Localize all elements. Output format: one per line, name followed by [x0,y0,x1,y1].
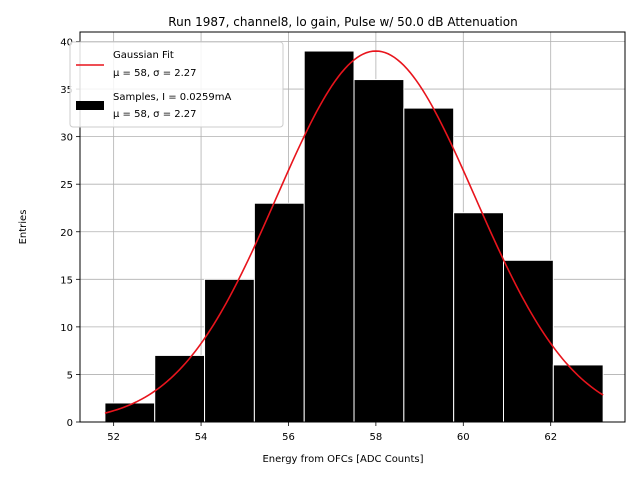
legend-fit-label: Gaussian Fit [113,50,174,61]
legend-histogram-label: Samples, I = 0.0259mA [113,92,231,103]
y-tick-label: 35 [60,85,73,96]
histogram-bar [552,364,604,423]
gaussian-fit-curve [104,50,604,414]
histogram-bar [104,402,156,423]
y-tick-label: 40 [60,38,73,49]
x-axis-ticks: 52 54 56 58 60 62 [107,422,557,443]
x-tick-label: 62 [544,432,557,443]
histogram-bars [104,50,604,423]
x-tick-label: 54 [195,432,208,443]
legend-histogram-stats: μ = 58, σ = 2.27 [113,109,197,120]
histogram-bar [303,50,355,423]
x-tick-label: 56 [282,432,295,443]
y-tick-label: 30 [60,133,73,144]
x-tick-label: 60 [457,432,470,443]
y-tick-label: 25 [60,180,73,191]
chart-title: Run 1987, channel8, lo gain, Pulse w/ 50… [168,15,517,29]
y-tick-label: 0 [67,418,73,429]
histogram-bar [503,259,554,423]
legend: Gaussian Fit μ = 58, σ = 2.27 Samples, I… [69,41,284,128]
axes-frame [79,31,626,423]
y-tick-label: 10 [60,323,73,334]
y-tick-label: 15 [60,275,73,286]
legend-box [69,41,284,128]
histogram-bar [154,354,206,423]
histogram-bar [353,79,405,423]
y-axis-ticks: 0 5 10 15 20 25 30 35 40 [60,38,80,429]
y-axis-label: Entries [18,210,29,245]
x-tick-label: 58 [370,432,383,443]
legend-fit-stats: μ = 58, σ = 2.27 [113,68,197,79]
legend-histogram-swatch [76,101,104,110]
x-tick-label: 52 [107,432,120,443]
histogram-bar [253,202,305,423]
x-axis-label: Energy from OFCs [ADC Counts] [262,454,423,465]
y-tick-label: 5 [67,370,73,381]
histogram-bar [403,107,455,423]
fit-curve-layer [104,50,604,414]
histogram-bar [204,278,255,423]
y-tick-label: 20 [60,228,73,239]
